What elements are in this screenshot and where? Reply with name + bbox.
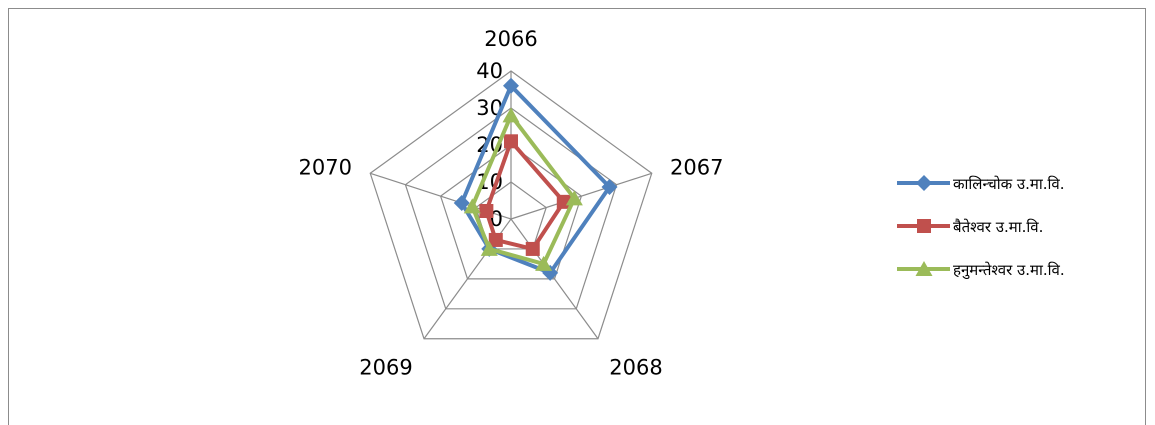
data-point-1-2070 — [453, 194, 470, 211]
data-point-3-2066 — [502, 107, 520, 123]
data-point-3-2069 — [480, 240, 498, 256]
data-point-2-2068 — [525, 241, 540, 256]
legend-entry-2: बैतेश्वर उ.मा.वि. — [897, 218, 1043, 236]
spoke-2067 — [510, 172, 652, 220]
spoke-2068 — [510, 218, 599, 340]
legend-entry-3: हनुमन्तेश्वर उ.मा.वि. — [897, 261, 1065, 280]
data-point-3-2067 — [565, 190, 583, 206]
grid-ring-1 — [475, 181, 547, 250]
grid-ring-2 — [439, 144, 583, 280]
legend-marker-3 — [915, 261, 933, 276]
category-labels: 2066 2067 2068 2069 2070 — [298, 27, 723, 380]
series-line-3 — [470, 113, 577, 266]
legend-label-3: हनुमन्तेश्वर उ.मा.वि. — [953, 261, 1065, 280]
legend-marker-2 — [917, 219, 931, 233]
data-point-3-2068 — [535, 255, 553, 271]
data-point-1-2067 — [601, 178, 618, 195]
series-group — [453, 77, 618, 281]
tick-label-40: 40 — [476, 59, 503, 83]
grid-ring-3 — [404, 107, 618, 310]
data-point-2-2066 — [504, 134, 518, 149]
data-point-2-2070 — [479, 203, 494, 218]
grid-ring-4 — [369, 70, 653, 340]
legend-entry-1: कालिन्चोक उ.मा.वि. — [897, 175, 1065, 193]
series-line-1 — [459, 83, 612, 275]
data-point-2-2069 — [488, 232, 503, 247]
data-point-3-2070 — [463, 198, 481, 214]
legend-label-1: कालिन्चोक उ.मा.वि. — [953, 175, 1065, 193]
series-line-2 — [484, 139, 566, 251]
series-3 — [463, 107, 583, 271]
category-label-2068: 2068 — [609, 355, 662, 379]
category-label-2069: 2069 — [359, 355, 412, 379]
legend: कालिन्चोक उ.मा.वि. बैतेश्वर उ.मा.वि. हनुमन… — [897, 175, 1065, 280]
chart-frame — [8, 8, 1146, 425]
legend-marker-1 — [916, 175, 932, 191]
legend-label-2: बैतेश्वर उ.मा.वि. — [953, 218, 1043, 236]
category-label-2067: 2067 — [670, 155, 723, 179]
data-point-1-2066 — [503, 77, 519, 94]
category-label-2070: 2070 — [298, 155, 351, 179]
category-label-2066: 2066 — [484, 27, 537, 51]
